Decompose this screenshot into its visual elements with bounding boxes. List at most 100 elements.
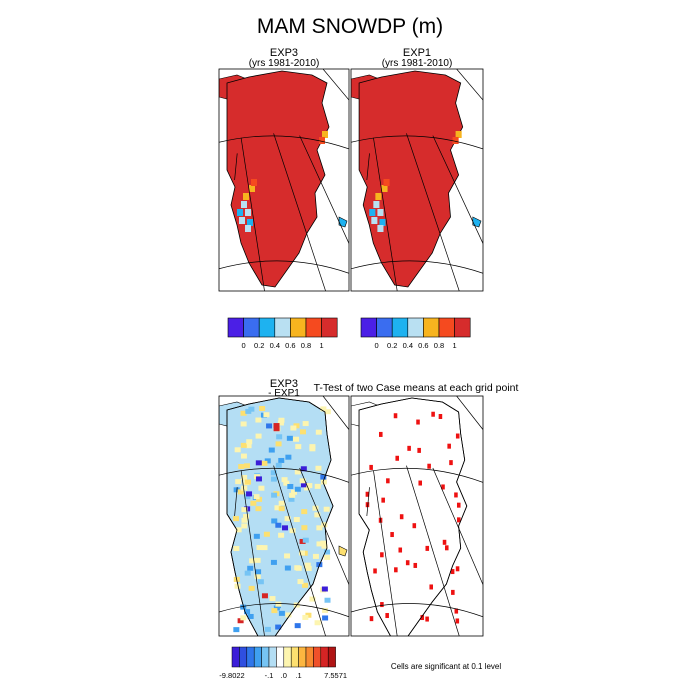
significant-cell [425, 545, 430, 551]
significant-cell [373, 568, 377, 574]
significant-cell [455, 618, 460, 624]
significance-note: Cells are significant at 0.1 level [391, 662, 502, 671]
map-cell [302, 537, 309, 543]
map-cell [248, 406, 255, 412]
latitude-line [219, 467, 349, 483]
significant-cell [451, 589, 455, 595]
map-cell [246, 491, 253, 497]
longitude-line [240, 137, 265, 291]
map-cell [233, 516, 240, 522]
legend-tick-label: -9.8022 [219, 671, 244, 680]
map-cell [294, 486, 301, 492]
panel-exp3-title: EXP3 [270, 47, 298, 59]
map-cell [277, 420, 284, 426]
map-cell [244, 570, 251, 576]
legend-tick-label: 1 [320, 341, 324, 350]
map-cell [375, 193, 382, 200]
map-cell [241, 485, 248, 491]
map-cell [248, 585, 255, 591]
map-cell [255, 476, 262, 482]
map-cell [256, 545, 263, 551]
map-cell [237, 209, 243, 216]
map-cell [312, 553, 319, 559]
map-cell [240, 453, 247, 459]
map-cell [243, 193, 249, 200]
map-cell [259, 406, 266, 412]
map-cell [266, 423, 273, 429]
map-cell [314, 620, 321, 626]
map-cell [249, 558, 256, 564]
map-cell [293, 423, 300, 429]
map-cell [309, 446, 316, 452]
map-cell [294, 565, 301, 571]
map-cell [271, 518, 278, 524]
map-cell [256, 496, 263, 502]
legend-swatch [243, 317, 260, 338]
map-cell [271, 608, 278, 614]
legend-swatch [376, 317, 393, 338]
map-cell [261, 460, 268, 466]
map-cell [295, 444, 302, 450]
map-cell [314, 512, 321, 518]
map-exp1 [351, 69, 483, 291]
map-cell [278, 506, 285, 512]
map-cell [293, 517, 300, 523]
legend-tick-label: 0.2 [387, 341, 397, 350]
map-cell [238, 464, 245, 470]
significant-cell [369, 464, 373, 470]
map-cell [320, 474, 327, 480]
map-cell [320, 540, 327, 546]
legend-swatch [454, 317, 471, 338]
map-cell [278, 417, 285, 423]
significant-cell [394, 567, 398, 573]
map-cell [324, 409, 331, 415]
map-cell [321, 522, 328, 528]
significant-cell [457, 517, 461, 523]
map-cell [278, 500, 285, 506]
map-cell [245, 443, 252, 449]
map-diff [219, 396, 349, 636]
longitude-line [456, 69, 483, 101]
iceland-edge [338, 216, 348, 228]
latitude-line [351, 603, 483, 618]
map-cell [275, 522, 282, 528]
significant-cell [425, 616, 429, 622]
map-cell [324, 549, 331, 555]
map-cell [275, 441, 282, 447]
significant-cell [441, 484, 445, 490]
map-cell [320, 479, 327, 485]
map-cell [321, 543, 328, 549]
latitude-line [219, 260, 349, 274]
legend-swatch [327, 646, 336, 668]
legend-swatch [231, 646, 240, 668]
map-cell [247, 219, 253, 226]
map-cell [255, 460, 262, 466]
latitude-line [219, 135, 349, 150]
significant-cell [412, 523, 417, 529]
panel-exp1-title: EXP1 [403, 47, 431, 59]
map-cell [452, 137, 459, 144]
map-cell [275, 601, 282, 607]
map-cell [322, 615, 329, 621]
latitude-line [219, 603, 349, 618]
map-cell [241, 517, 248, 523]
map-cell [302, 582, 309, 588]
legend-swatch [239, 646, 248, 668]
legend-tick-label: .1 [295, 671, 301, 680]
longitude-line [366, 487, 370, 517]
map-cell [244, 494, 251, 500]
map-cell [237, 618, 244, 624]
significant-cell [380, 552, 384, 558]
significant-cell [399, 514, 404, 520]
legend-swatch [391, 317, 409, 338]
significant-cell [442, 539, 447, 545]
significant-cell [395, 455, 399, 461]
legend-swatch [268, 646, 277, 668]
map-cell [294, 623, 301, 629]
latitude-line [351, 467, 483, 483]
legend-swatch [227, 317, 244, 338]
longitude-line [456, 396, 483, 430]
map-cell [312, 505, 319, 511]
significant-cell [417, 447, 421, 453]
map-cell [244, 479, 251, 485]
